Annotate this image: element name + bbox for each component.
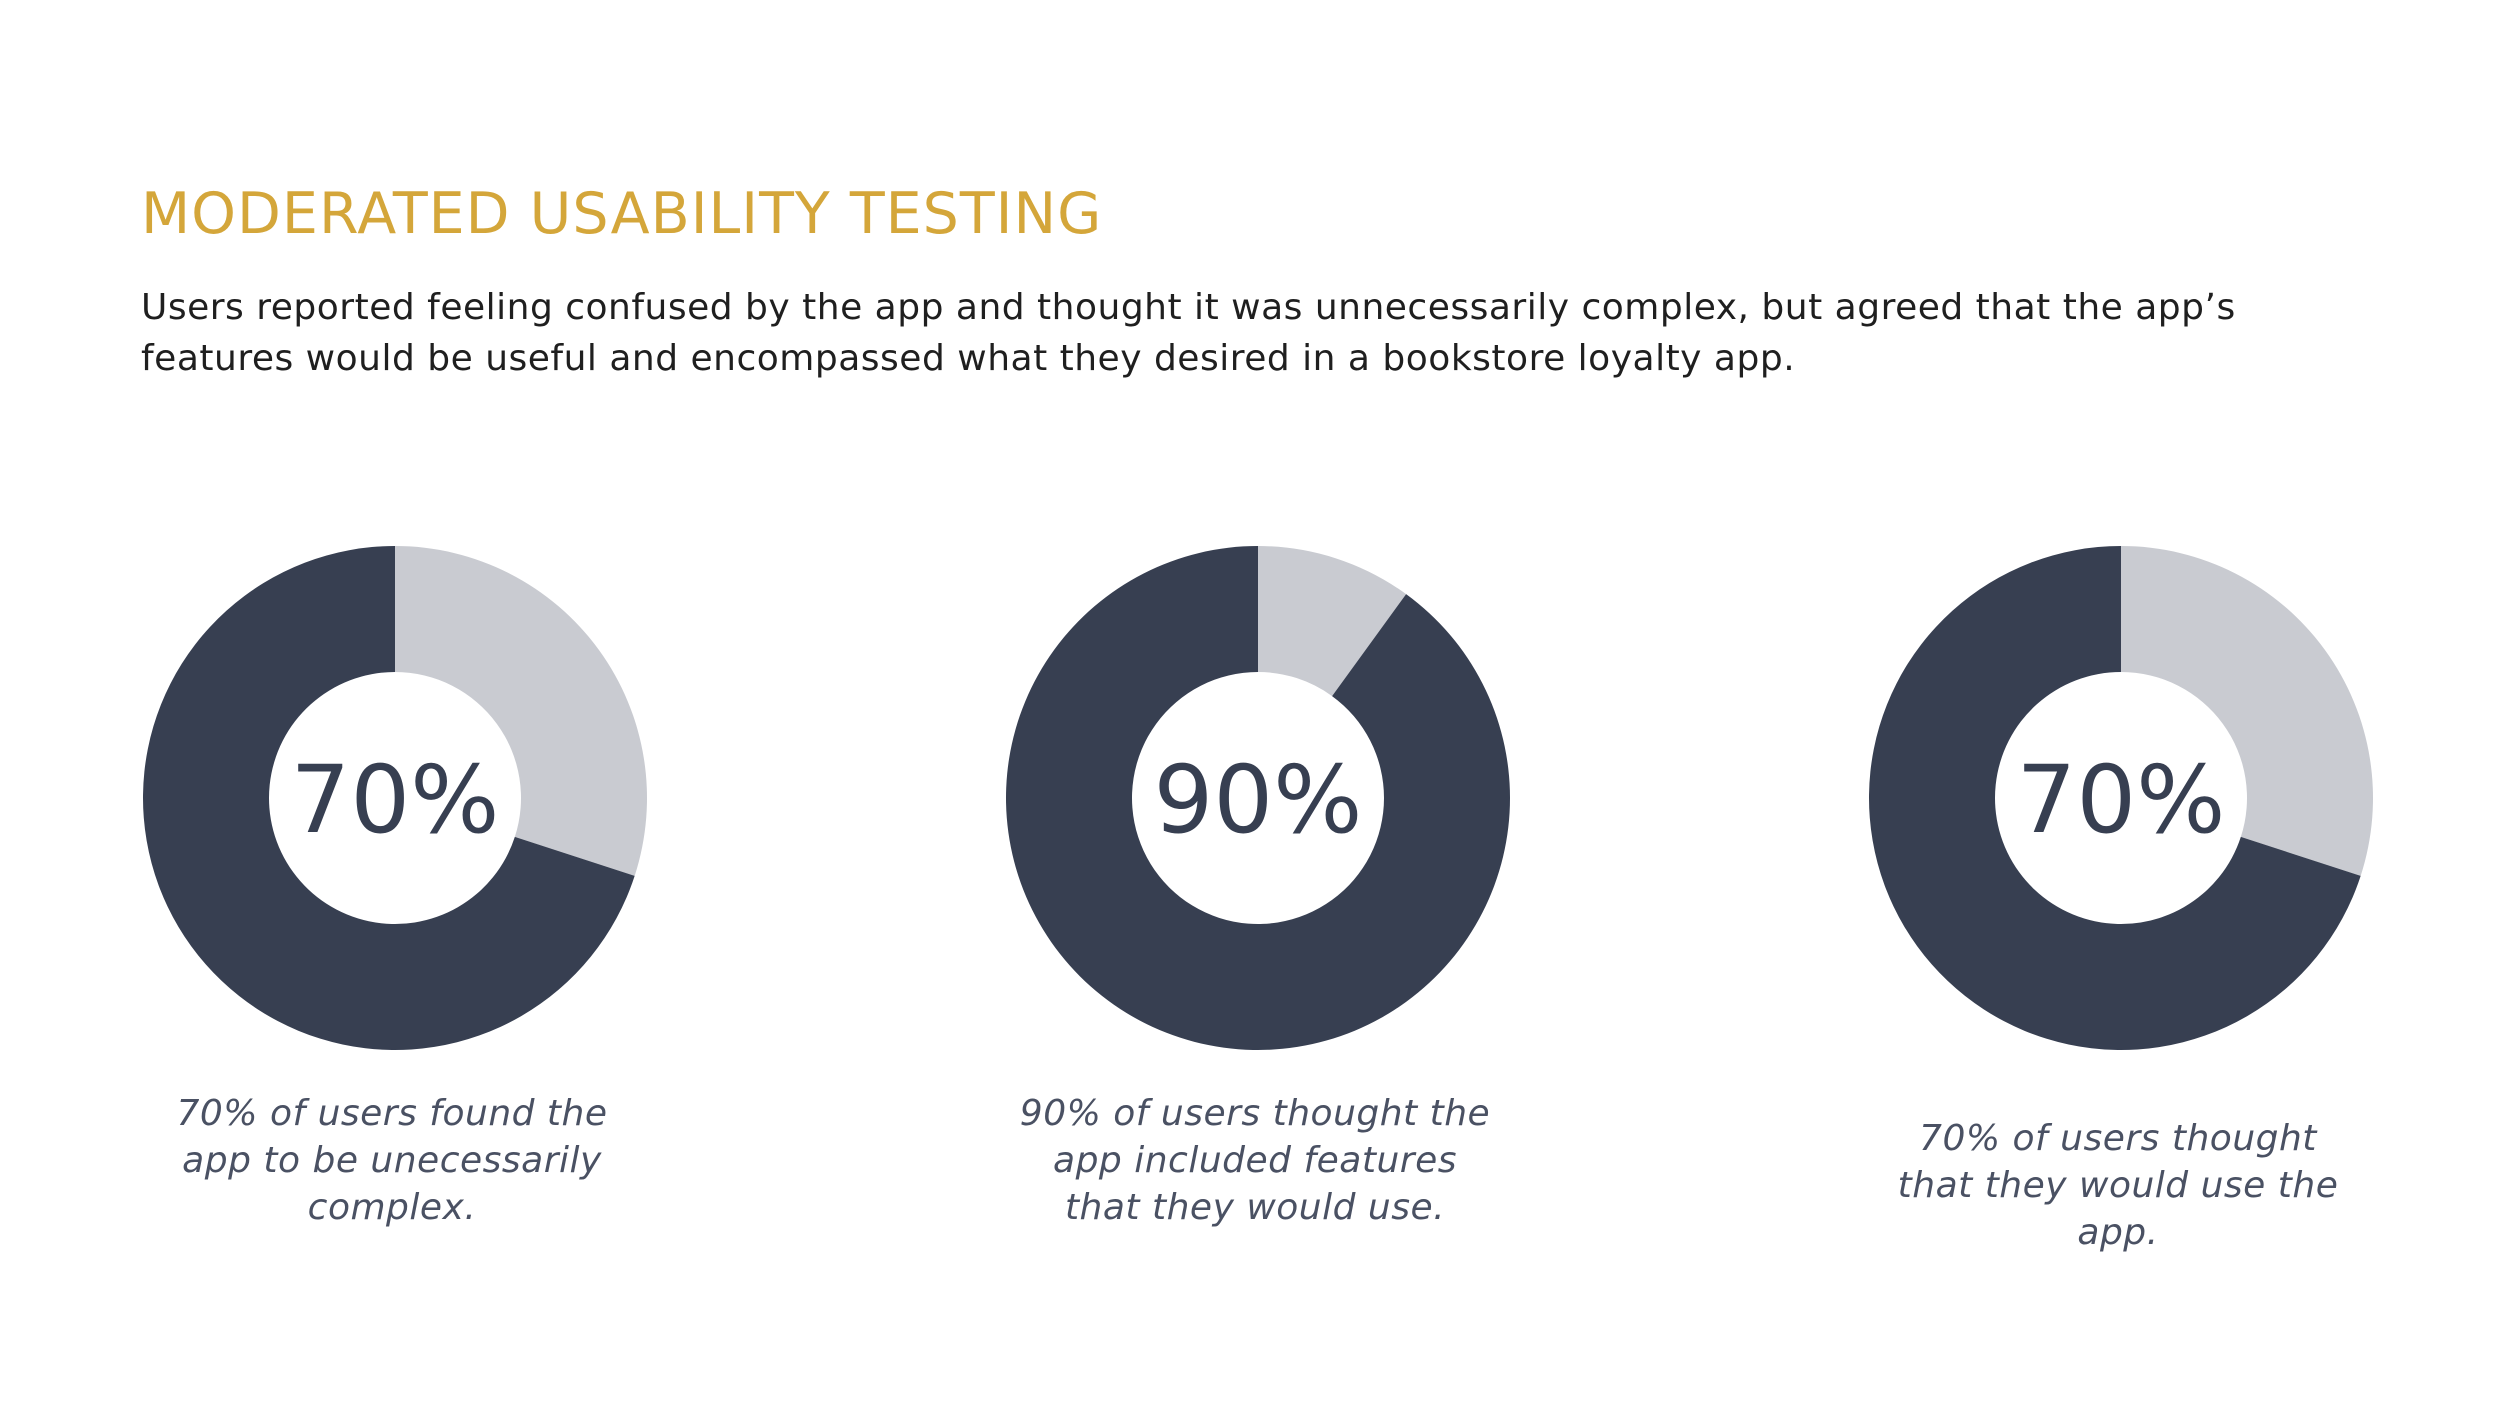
- donut-chart-usage: 70% 70% of users thought that they would…: [1768, 540, 2468, 1260]
- donut-chart-svg: 90%: [1006, 546, 1510, 1050]
- chart-center-label: 70%: [291, 746, 500, 855]
- donut-slice-main: [143, 546, 635, 1050]
- donut-chart-features: 90% 90% of users thought the app include…: [905, 540, 1605, 1260]
- donut-slice-remainder: [1258, 546, 1407, 697]
- page-title: MODERATED USABILITY TESTING: [141, 181, 1103, 247]
- chart-center-label: 70%: [2017, 746, 2226, 855]
- donut-slice-remainder: [2121, 546, 2373, 876]
- page-subtitle: Users reported feeling confused by the a…: [141, 287, 2236, 379]
- chart-caption: 70% of users found the app to be unecess…: [176, 1093, 608, 1228]
- donut-chart-complexity: 70% 70% of users found the app to be une…: [42, 540, 742, 1260]
- chart-caption: 70% of users thought that they would use…: [1897, 1118, 2339, 1253]
- donut-slice-main: [1006, 546, 1510, 1050]
- chart-caption: 90% of users thought the app included fe…: [1019, 1093, 1491, 1228]
- donut-slice-main: [1869, 546, 2361, 1050]
- donut-chart-svg: 70%: [143, 546, 647, 1050]
- donut-chart-svg: 70%: [1869, 546, 2373, 1050]
- donut-slice-remainder: [395, 546, 647, 876]
- chart-center-label: 90%: [1154, 746, 1363, 855]
